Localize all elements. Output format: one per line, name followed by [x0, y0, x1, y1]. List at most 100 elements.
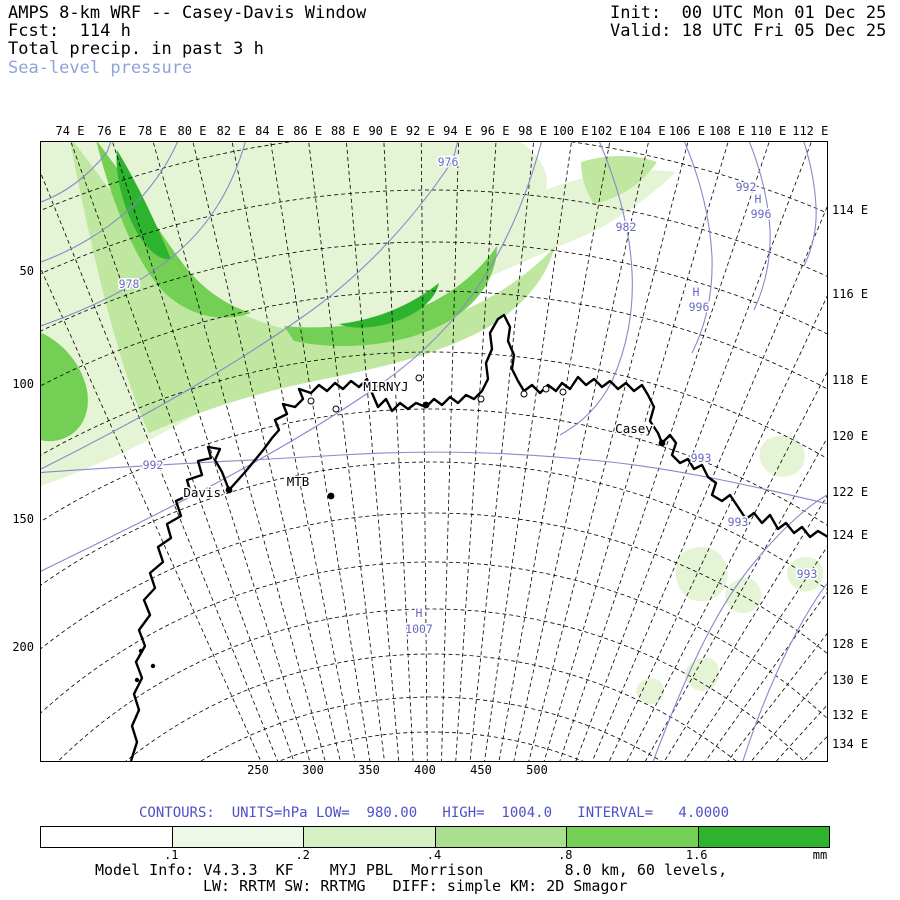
- meridian-line: [575, 142, 812, 761]
- meridian-line: [664, 495, 827, 761]
- precip-shading: [339, 283, 439, 328]
- colorbar-segment: [41, 827, 172, 847]
- longitude-label-top: 80 E: [177, 124, 207, 138]
- longitude-label-top: 76 E: [97, 124, 127, 138]
- pressure-contour: [41, 142, 112, 203]
- parallel-arc: [125, 653, 737, 761]
- rock-outcrop-marker: [415, 374, 423, 382]
- parallel-arc: [41, 461, 827, 590]
- longitude-label-top: 106 E: [668, 124, 705, 138]
- colorbar-tick: 1.6: [685, 848, 708, 862]
- pressure-label: H: [693, 285, 700, 299]
- longitude-label-right: 128 E: [832, 637, 869, 651]
- longitude-label-right: 122 E: [832, 485, 869, 499]
- longitude-label-top: 90 E: [368, 124, 398, 138]
- meridian-line: [231, 142, 356, 761]
- island-dot: [150, 663, 156, 669]
- contour-legend: CONTOURS: UNITS=hPa LOW= 980.00 HIGH= 10…: [138, 805, 729, 821]
- station-label: Davis: [183, 485, 221, 500]
- pressure-contour: [748, 142, 771, 311]
- longitude-label-top: 96 E: [480, 124, 510, 138]
- colorbar-tick: .1: [164, 848, 179, 862]
- forecast-hour: Fcst: 114 h: [8, 21, 131, 41]
- longitude-label-top: 82 E: [216, 124, 246, 138]
- meridian-line: [469, 142, 534, 761]
- pressure-label: 996: [689, 300, 710, 314]
- rock-outcrop-marker: [307, 397, 315, 405]
- longitude-label-right: 126 E: [832, 583, 869, 597]
- meridian-line: [270, 142, 371, 761]
- precip-shading: [70, 142, 555, 433]
- pressure-label: 996: [751, 207, 772, 221]
- meridian-line: [308, 142, 385, 761]
- meridian-line: [626, 371, 827, 761]
- distance-label-bottom: 250: [247, 763, 269, 777]
- distance-label-bottom: 400: [414, 763, 436, 777]
- pressure-contour: [41, 142, 459, 470]
- station-dot-casey: [658, 439, 666, 447]
- pressure-label: 978: [119, 277, 140, 291]
- distance-label-left: 150: [12, 512, 34, 526]
- pressure-label: H: [416, 606, 423, 620]
- longitude-label-top: 92 E: [405, 124, 435, 138]
- distance-label-bottom: 300: [302, 763, 324, 777]
- parallel-arc: [41, 561, 827, 719]
- rock-outcrop-marker: [559, 388, 567, 396]
- pressure-contour: [683, 142, 713, 354]
- meridian-line: [41, 268, 262, 761]
- rock-outcrop-marker: [542, 385, 550, 393]
- pressure-label: H: [755, 192, 762, 206]
- distance-label-left: 100: [12, 377, 34, 391]
- meridian-line: [528, 142, 689, 761]
- station-dot-mtb: [327, 492, 335, 500]
- longitude-label-right: 120 E: [832, 429, 869, 443]
- pressure-contour: [41, 142, 179, 263]
- meridian-line: [441, 142, 459, 761]
- pressure-label: 993: [691, 451, 712, 465]
- longitude-label-top: 108 E: [709, 124, 746, 138]
- pressure-label: 993: [728, 515, 749, 529]
- distance-label-left: 50: [19, 264, 34, 278]
- parallel-arc: [200, 696, 662, 761]
- model-info-line2: LW: RRTM SW: RRTMG DIFF: simple KM: 2D S…: [203, 877, 628, 895]
- colorbar-tick: .4: [426, 848, 442, 862]
- field-pressure-label: Sea-level pressure: [8, 58, 193, 78]
- pressure-label: 1007: [405, 622, 433, 636]
- longitude-label-right: 114 E: [832, 203, 869, 217]
- station-label: Casey: [615, 421, 653, 436]
- pressure-contour: [559, 142, 633, 436]
- longitude-label-right: 134 E: [832, 737, 869, 751]
- precip-colorbar: [40, 826, 830, 848]
- meridian-line: [484, 142, 572, 761]
- station-label: MTB: [287, 474, 310, 489]
- coastline: [129, 313, 827, 761]
- longitude-label-top: 104 E: [629, 124, 666, 138]
- longitude-label-top: 110 E: [750, 124, 787, 138]
- precip-shading: [116, 150, 171, 260]
- precip-shading: [96, 142, 251, 318]
- meridian-line: [513, 142, 649, 761]
- meridian-line: [644, 437, 827, 761]
- colorbar-tick: .2: [295, 848, 310, 862]
- longitude-label-top: 88 E: [330, 124, 360, 138]
- precip-shading: [684, 657, 720, 691]
- pressure-contour: [652, 494, 827, 761]
- meridian-line: [455, 142, 497, 761]
- pressure-label: 976: [438, 155, 459, 169]
- longitude-label-top: 100 E: [552, 124, 589, 138]
- pressure-label: 992: [736, 180, 757, 194]
- meridian-line: [192, 142, 341, 761]
- rock-outcrop-marker: [520, 390, 528, 398]
- map-canvas: DavisMTBMIRNYJCasey976978982992H996H9969…: [41, 142, 827, 761]
- longitude-label-right: 132 E: [832, 708, 869, 722]
- map-area: Davis MTB MIRNYJ Casey 976 978 982 992 H 996 H 996 9…: [40, 141, 828, 762]
- init-time: Init: 00 UTC Mon 01 Dec 25: [610, 3, 887, 23]
- rock-outcrop-marker: [477, 395, 485, 403]
- longitude-label-top: 86 E: [293, 124, 323, 138]
- precip-shading: [725, 577, 761, 614]
- island-dot: [134, 677, 140, 683]
- pressure-contour: [803, 142, 817, 267]
- pressure-contour: [41, 451, 827, 505]
- pressure-contour: [41, 142, 246, 327]
- meridian-line: [420, 142, 428, 761]
